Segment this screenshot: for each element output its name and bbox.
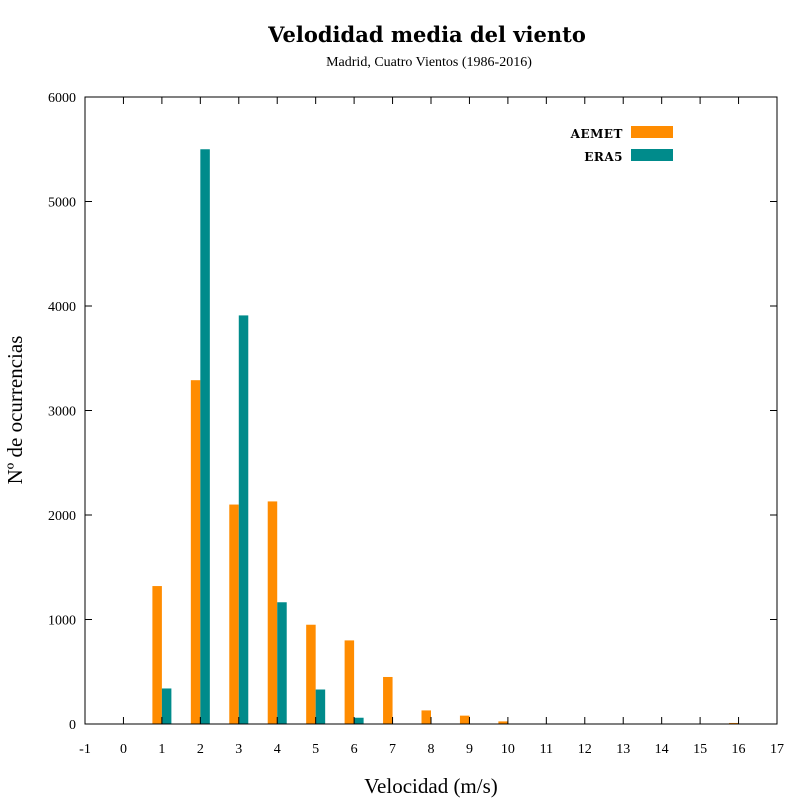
x-tick-label-11: 11 [540, 742, 553, 757]
x-tick-label-7: 7 [389, 742, 396, 757]
x-tick-label-1: 1 [158, 742, 165, 757]
x-tick-label-8: 8 [428, 742, 435, 757]
x-tick-label-17: 17 [770, 742, 784, 757]
y-tick-label-3000: 3000 [48, 405, 76, 420]
y-tick-label-0: 0 [69, 718, 76, 733]
bar-aemet-2 [190, 380, 201, 724]
x-tick-label-15: 15 [693, 742, 707, 757]
y-tick-label-2000: 2000 [48, 509, 76, 524]
x-tick-label-0: 0 [120, 742, 127, 757]
x-tick-label-3: 3 [235, 742, 242, 757]
legend-label-era5: ERA5 [584, 150, 623, 164]
bar-era5-1 [161, 688, 172, 724]
y-tick-label-1000: 1000 [48, 614, 76, 629]
bars-group [152, 149, 739, 724]
x-axis-label: Velocidad (m/s) [364, 774, 498, 798]
bar-era5-3 [238, 315, 249, 724]
plot-frame [84, 96, 778, 725]
legend-swatch-aemet [631, 126, 673, 138]
bar-aemet-7 [383, 676, 393, 724]
x-tick-label-10: 10 [501, 742, 515, 757]
x-tick-label-4: 4 [274, 742, 281, 757]
x-tick-label-14: 14 [655, 742, 669, 757]
bar-aemet-9 [459, 715, 470, 724]
chart-subtitle: Madrid, Cuatro Vientos (1986-2016) [326, 55, 532, 70]
x-tick-label-9: 9 [466, 742, 473, 757]
bar-aemet-16 [729, 722, 739, 724]
y-axis-label: Nº de ocurrencias [3, 336, 27, 485]
bar-aemet-3 [229, 504, 239, 724]
x-tick-label-13: 13 [616, 742, 630, 757]
x-tick-label--1: -1 [79, 742, 91, 757]
legend: AEMET ERA5 [570, 126, 673, 164]
bar-aemet-1 [152, 586, 162, 724]
ticks-group: -1 0 1 2 3 4 5 6 7 8 9 10 11 12 13 14 15 16 17010002000300… [48, 91, 784, 757]
bar-aemet-5 [306, 624, 316, 724]
y-tick-label-4000: 4000 [48, 300, 76, 315]
chart-title: Velodidad media del viento [267, 22, 586, 47]
x-tick-label-6: 6 [351, 742, 358, 757]
bar-era5-4 [277, 602, 287, 724]
bar-aemet-8 [421, 710, 431, 724]
legend-label-aemet: AEMET [570, 127, 623, 141]
bar-aemet-6 [344, 640, 355, 724]
x-tick-label-5: 5 [312, 742, 319, 757]
legend-swatch-era5 [631, 149, 673, 161]
y-tick-label-6000: 6000 [48, 91, 76, 106]
bar-era5-2 [200, 149, 210, 724]
bar-era5-6 [354, 717, 364, 724]
x-tick-label-2: 2 [197, 742, 204, 757]
bar-aemet-10 [498, 721, 508, 724]
bar-aemet-4 [267, 501, 278, 724]
bar-era5-5 [315, 689, 326, 724]
x-tick-label-12: 12 [578, 742, 592, 757]
x-tick-label-16: 16 [732, 742, 746, 757]
y-tick-label-5000: 5000 [48, 196, 76, 211]
